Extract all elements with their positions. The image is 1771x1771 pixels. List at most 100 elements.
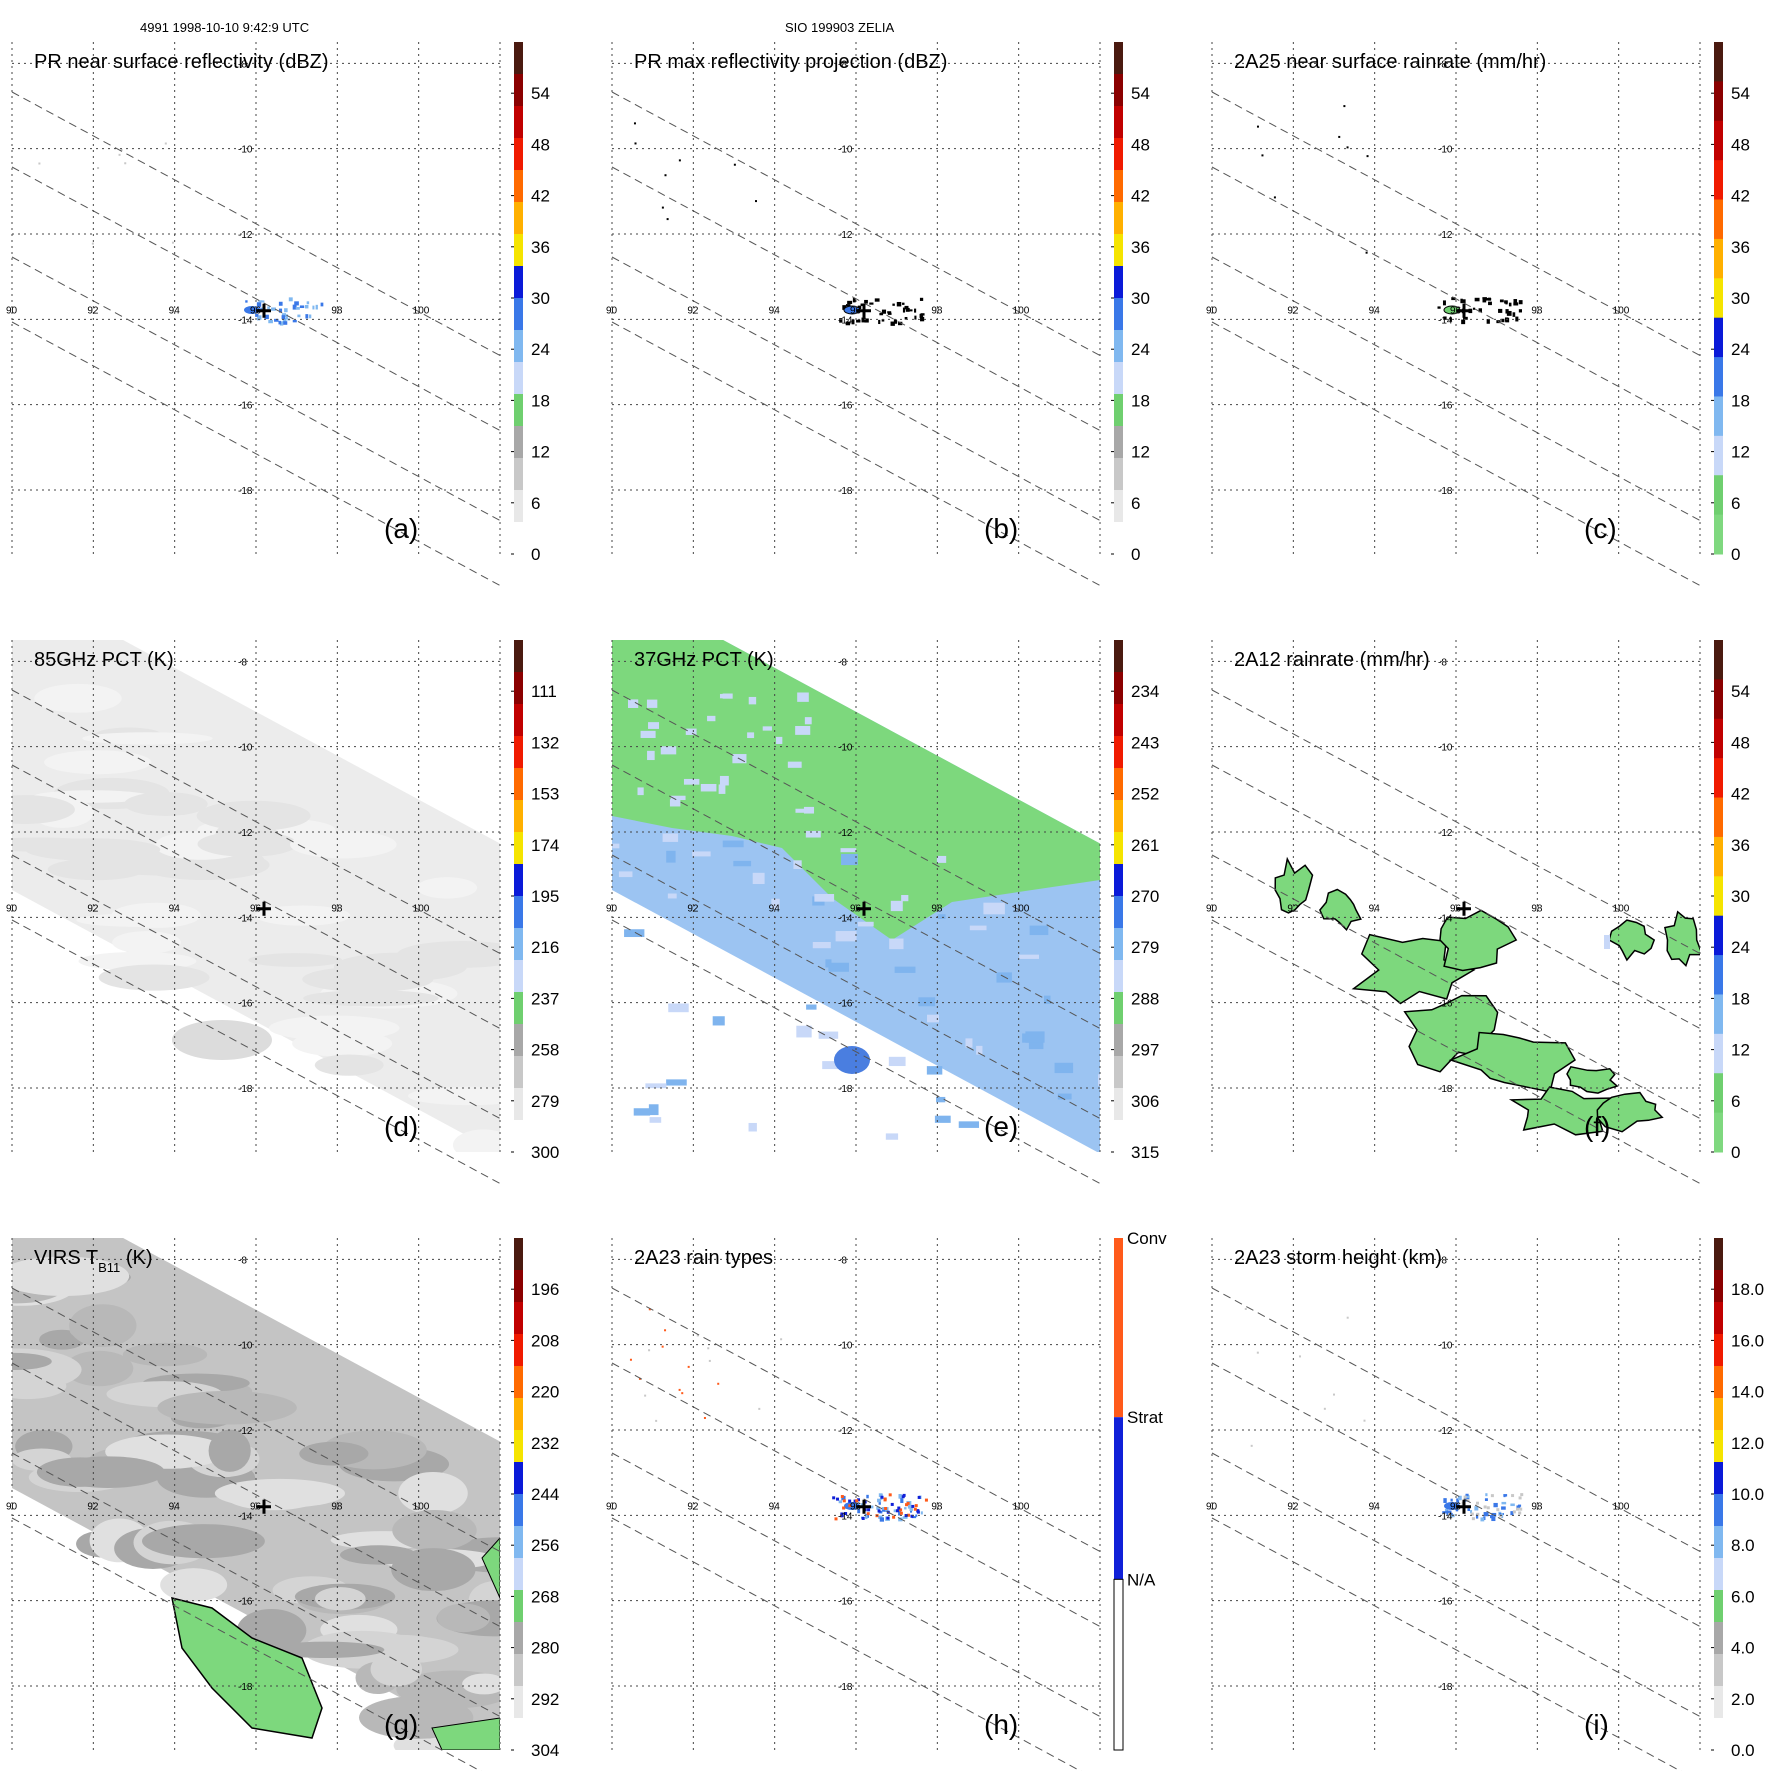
longitude-tick-label: 98 — [1531, 305, 1543, 316]
colorbar-label: 42 — [1131, 187, 1150, 206]
precip-pixel — [281, 313, 286, 318]
swath-edge-line — [1211, 1452, 1701, 1717]
swath-texture — [640, 730, 656, 738]
colorbar-label: 0 — [1731, 1143, 1740, 1162]
precip-pixel — [1493, 1502, 1498, 1508]
rain-type-pixel — [899, 1508, 903, 1512]
swath-edge-line — [1211, 689, 1701, 954]
light-rain — [1604, 935, 1610, 949]
colorbar-segment — [1714, 718, 1723, 759]
storm-height-pixel — [1476, 1512, 1480, 1516]
colorbar-label: 54 — [1731, 84, 1750, 103]
precip-pixel — [1510, 1503, 1515, 1507]
colorbar-label: 18.0 — [1731, 1280, 1764, 1299]
precip-pixel — [633, 122, 636, 125]
colorbar-label: 36 — [1731, 836, 1750, 855]
precip-pixel — [283, 321, 288, 325]
precip-pixel — [898, 1510, 901, 1516]
storm-height-pixel — [1466, 1498, 1470, 1502]
colorbar-label: 30 — [1731, 289, 1750, 308]
precip-pixel — [282, 318, 287, 323]
colorbar-segment — [514, 1654, 523, 1687]
precip-pixel — [274, 318, 279, 322]
latitude-tick-label: -14 — [838, 913, 853, 924]
colorbar-segment — [1714, 1718, 1723, 1751]
precip-pixel — [120, 148, 123, 151]
longitude-tick-label: 100 — [1613, 1501, 1630, 1512]
colorbar-segment — [514, 1558, 523, 1591]
colorbar-segment — [514, 170, 523, 203]
longitude-tick-label: 100 — [1013, 903, 1030, 914]
latitude-tick-label: -14 — [238, 1511, 253, 1522]
rain-area — [1664, 910, 1700, 967]
colorbar-segment — [1114, 298, 1123, 331]
swath-texture — [718, 784, 726, 794]
precip-pixel — [279, 321, 284, 326]
rain-type-pixel — [687, 1365, 690, 1368]
precip-pixel — [841, 1495, 846, 1501]
precip-pixel — [1449, 317, 1452, 322]
colorbar-segment — [1114, 1238, 1123, 1418]
longitude-tick-label: 90 — [6, 1501, 18, 1512]
swath-texture — [885, 1133, 899, 1140]
swath-edge-line — [1211, 764, 1701, 1029]
rain-type-pixel — [905, 1503, 909, 1507]
rain-type-pixel — [899, 1511, 903, 1515]
precip-pixel — [264, 314, 269, 320]
precip-pixel — [1478, 308, 1483, 313]
swath-texture — [1025, 1031, 1045, 1043]
precip-pixel — [755, 200, 758, 203]
precip-pixel — [164, 142, 167, 145]
colorbar-segment — [514, 1686, 523, 1719]
swath-edge-line — [1211, 1517, 1682, 1771]
swath-texture — [1029, 925, 1049, 936]
precip-pixel — [882, 1507, 885, 1510]
rain-type-pixel — [890, 1502, 894, 1506]
precip-pixel — [171, 241, 174, 244]
precip-pixel — [865, 1514, 868, 1520]
rain-type-pixel — [836, 1497, 840, 1501]
swath-texture — [648, 1104, 659, 1116]
latitude-tick-label: -18 — [838, 1682, 853, 1693]
colorbar-segment — [1714, 679, 1723, 720]
precip-pixel — [1461, 319, 1466, 325]
swath-texture — [25, 838, 161, 861]
precip-pixel — [1504, 300, 1508, 304]
colorbar-label: Conv — [1127, 1229, 1167, 1248]
precip-pixel — [306, 301, 310, 305]
rain-type-pixel — [913, 1507, 917, 1511]
colorbar-segment — [514, 330, 523, 363]
colorbar-label: 10.0 — [1731, 1485, 1764, 1504]
colorbar-segment — [1714, 1238, 1723, 1271]
latitude-tick-label: -10 — [838, 743, 853, 754]
swath-texture — [840, 848, 857, 853]
panel-title: 2A12 rainrate (mm/hr) — [1234, 649, 1430, 671]
precip-pixel — [260, 300, 265, 303]
colorbar-segment — [1114, 1417, 1123, 1580]
precip-pixel — [1484, 1498, 1488, 1501]
colorbar-label: 18 — [531, 391, 550, 410]
precip-pixel — [38, 162, 41, 165]
colorbar-segment — [1714, 1366, 1723, 1399]
latitude-tick-label: -8 — [238, 657, 247, 668]
precip-pixel — [847, 300, 853, 305]
precip-pixel — [878, 1501, 881, 1505]
colorbar-segment — [1714, 836, 1723, 877]
storm-height-pixel — [1486, 1506, 1490, 1510]
colorbar-label: 237 — [531, 989, 559, 1008]
cloud-texture — [69, 1304, 137, 1347]
precip-pixel — [1513, 299, 1518, 304]
swath-edge-line — [1211, 91, 1701, 356]
colorbar-segment — [1714, 915, 1723, 956]
swath-texture — [255, 905, 351, 926]
colorbar-segment — [514, 1238, 523, 1271]
swath-texture — [719, 693, 727, 699]
longitude-tick-label: 100 — [1613, 903, 1630, 914]
colorbar-segment — [1114, 928, 1123, 961]
precip-pixel — [664, 174, 667, 177]
longitude-tick-label: 100 — [413, 1501, 430, 1512]
panel-g-field — [12, 1238, 500, 1750]
precip-pixel — [1450, 1498, 1453, 1502]
precip-pixel — [869, 302, 874, 305]
precip-pixel — [1451, 297, 1456, 301]
